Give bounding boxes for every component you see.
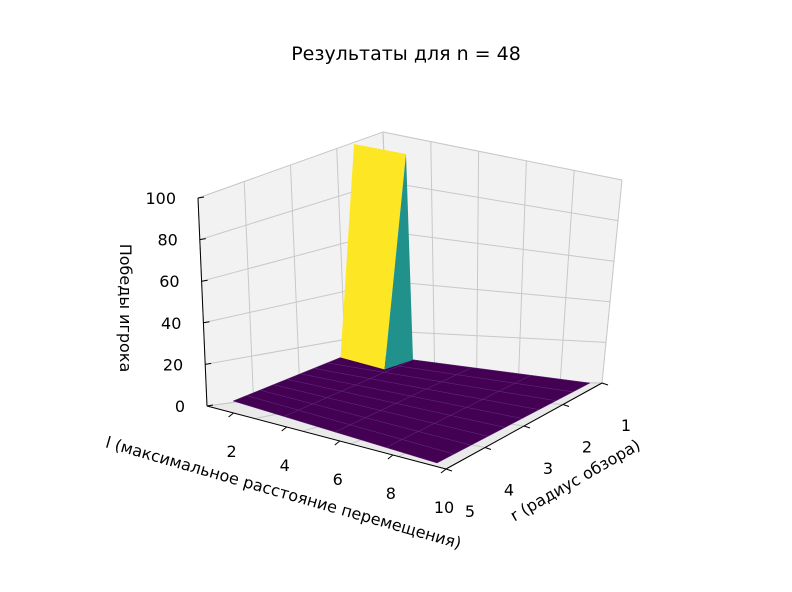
l-axis-line bbox=[206, 405, 447, 470]
r-tick bbox=[562, 404, 570, 407]
l-tick-label: 8 bbox=[386, 484, 396, 503]
r-tick-label: 2 bbox=[582, 438, 592, 457]
l-tick bbox=[387, 454, 394, 460]
peak-face-teal bbox=[384, 154, 413, 370]
z-tick bbox=[203, 321, 210, 324]
l-tick bbox=[440, 468, 447, 474]
r-tick bbox=[601, 382, 609, 386]
r-gridline-back bbox=[601, 179, 623, 384]
l-tick bbox=[334, 440, 341, 446]
chart-title: Результаты для n = 48 bbox=[291, 43, 521, 65]
l-gridline-back bbox=[290, 164, 301, 394]
peak-face-yellow bbox=[340, 144, 406, 370]
z-gridline-right bbox=[386, 231, 615, 262]
z-axis-label: Победы игрока bbox=[116, 244, 135, 373]
r-tick-label: 1 bbox=[621, 416, 631, 435]
z-gridline-right bbox=[382, 131, 623, 181]
l-tick-label: 4 bbox=[280, 456, 290, 475]
r-tick-label: 4 bbox=[504, 481, 514, 500]
z-tick bbox=[205, 362, 212, 365]
x-axis-label: r (радиус обзора) bbox=[507, 435, 644, 525]
r-gridline-back bbox=[559, 170, 575, 383]
z-gridline-right bbox=[384, 181, 619, 222]
surface-cell bbox=[385, 439, 455, 464]
z-tick-label: 40 bbox=[161, 314, 181, 333]
r-tick bbox=[523, 425, 531, 429]
z-tick bbox=[201, 279, 208, 282]
z-tick bbox=[199, 238, 206, 241]
r-tick bbox=[484, 447, 492, 450]
r-gridline-back bbox=[430, 141, 436, 382]
z-tick-label: 80 bbox=[157, 231, 177, 250]
l-tick bbox=[281, 426, 287, 432]
z-gridline-right bbox=[390, 330, 607, 343]
surface bbox=[232, 144, 591, 464]
z-axis-line bbox=[197, 197, 208, 407]
z-tick-label: 60 bbox=[159, 272, 179, 291]
l-tick bbox=[228, 412, 234, 418]
r-tick-label: 5 bbox=[465, 502, 475, 521]
l-tick-label: 10 bbox=[434, 498, 454, 517]
l-gridline-back bbox=[243, 181, 254, 400]
r-gridline-back bbox=[517, 160, 527, 383]
r-gridline-back bbox=[476, 151, 480, 382]
z-tick-label: 0 bbox=[175, 397, 185, 416]
l-tick-label: 6 bbox=[333, 470, 343, 489]
r-tick bbox=[445, 468, 453, 472]
z-gridline-right bbox=[388, 280, 611, 303]
z-tick bbox=[197, 196, 205, 199]
l-tick-label: 2 bbox=[226, 442, 236, 461]
r-tick-label: 3 bbox=[543, 459, 553, 478]
z-tick-label: 20 bbox=[163, 355, 183, 374]
z-tick-label: 100 bbox=[145, 189, 176, 208]
